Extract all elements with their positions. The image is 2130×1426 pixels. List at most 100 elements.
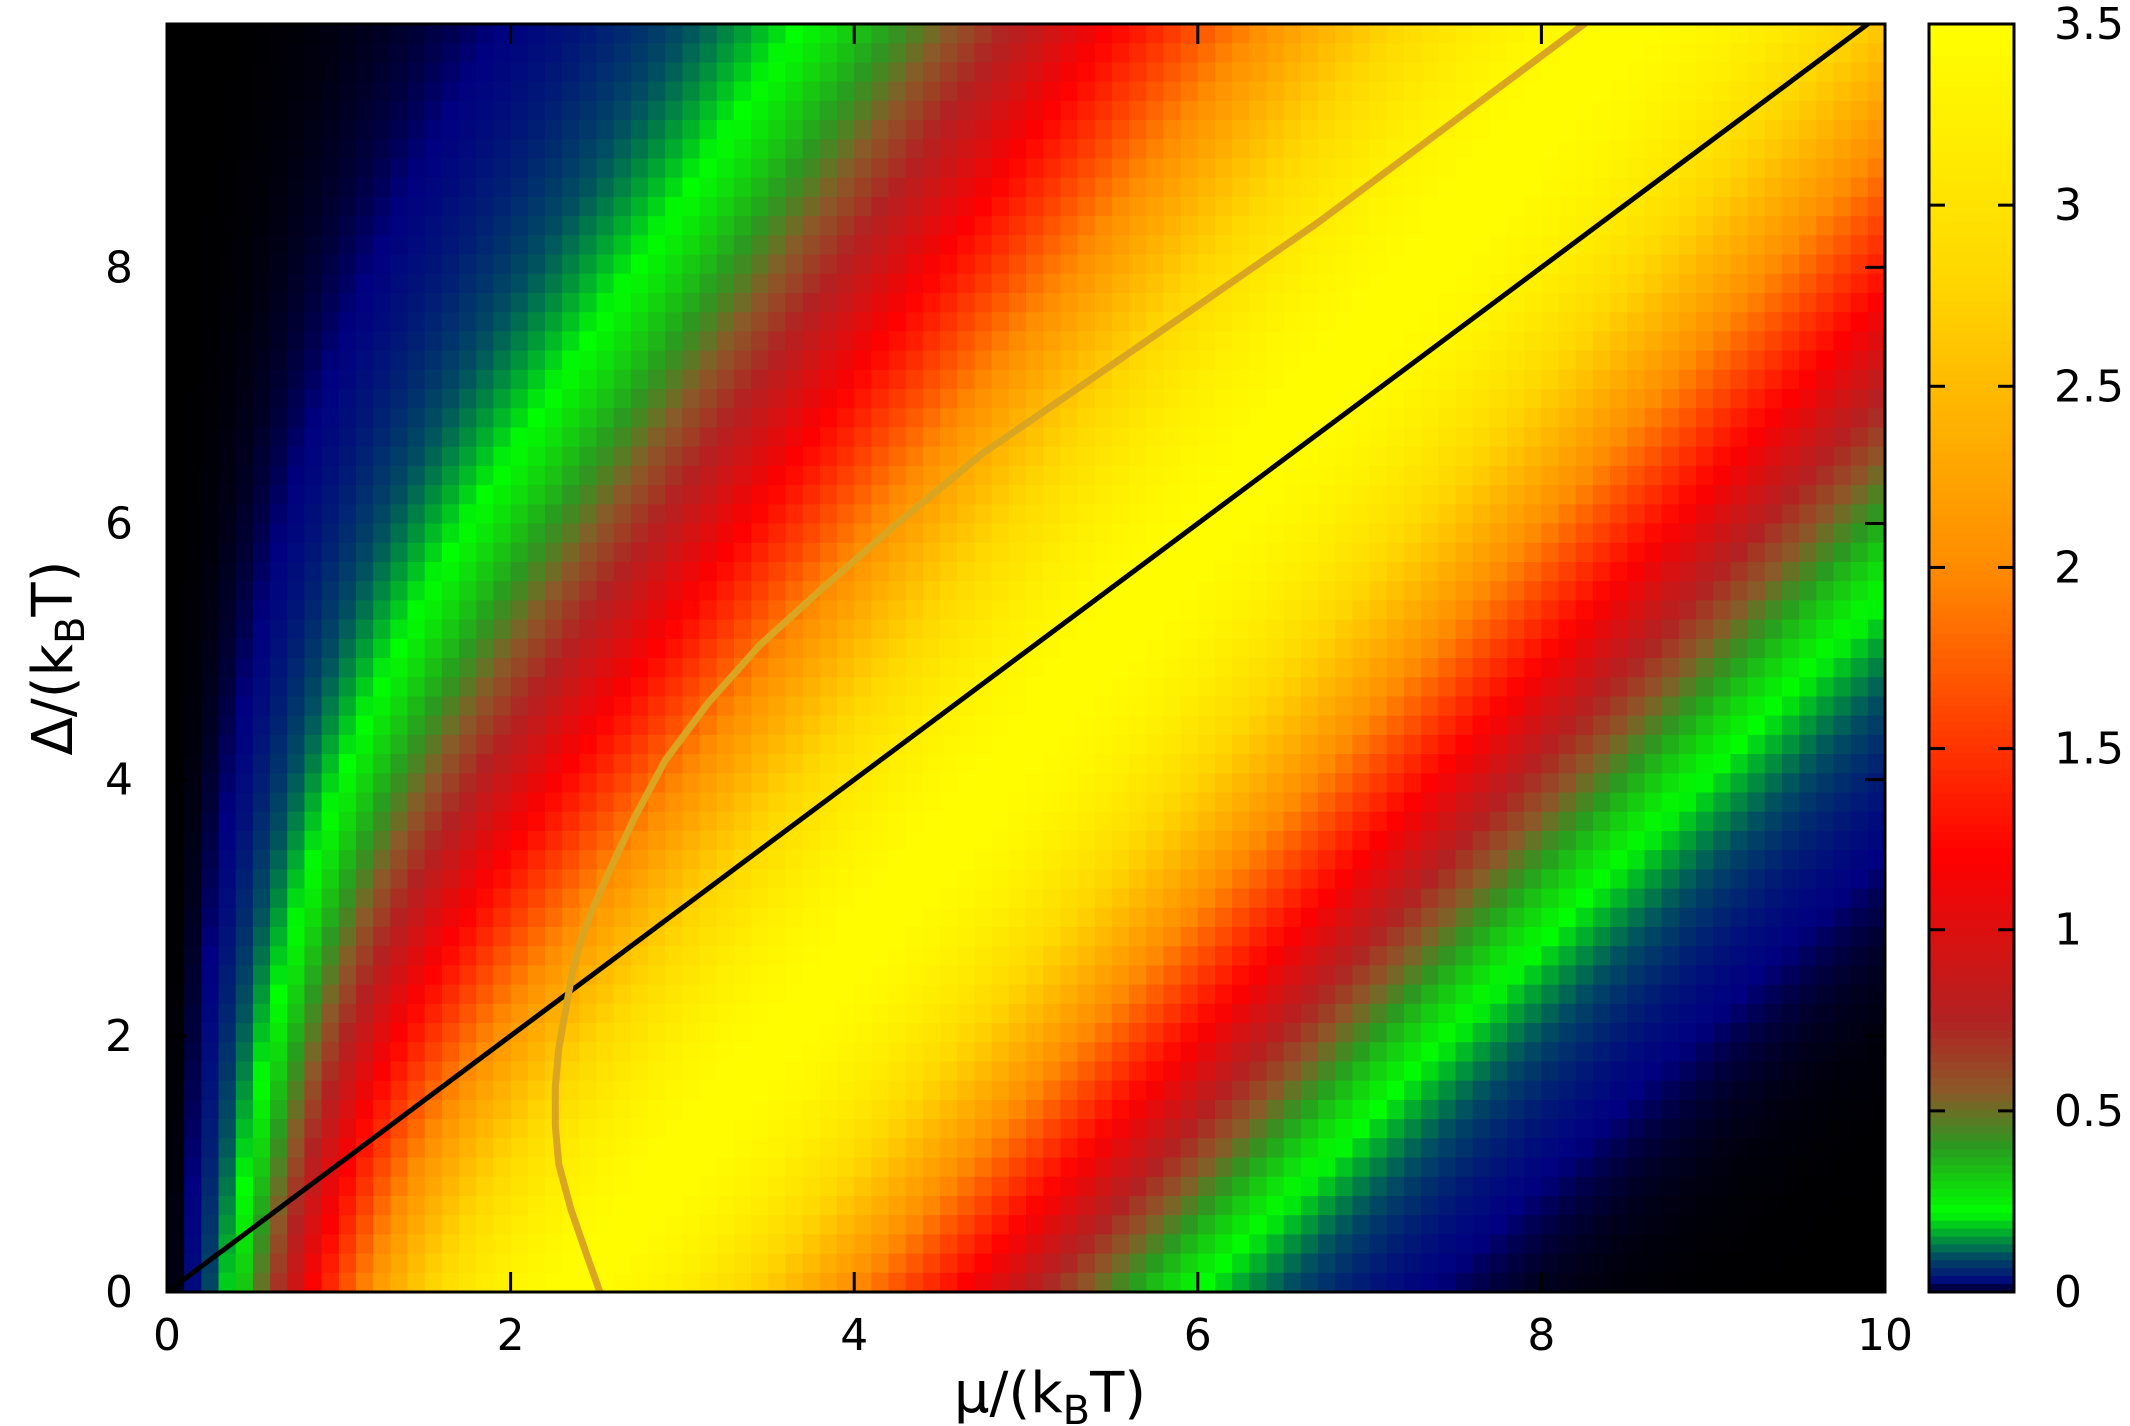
heatmap-cell bbox=[562, 754, 581, 774]
heatmap-cell bbox=[1249, 850, 1268, 871]
heatmap-cell bbox=[493, 658, 512, 678]
heatmap-cell bbox=[544, 120, 563, 140]
heatmap-cell bbox=[1730, 926, 1749, 947]
heatmap-cell bbox=[630, 504, 649, 525]
heatmap-cell bbox=[1867, 408, 1886, 429]
heatmap-cell bbox=[1043, 734, 1062, 755]
heatmap-cell bbox=[768, 869, 787, 890]
heatmap-cell bbox=[1043, 427, 1062, 448]
heatmap-cell bbox=[630, 638, 649, 659]
heatmap-cell bbox=[1867, 81, 1886, 102]
heatmap-cell bbox=[940, 792, 958, 813]
heatmap-cell bbox=[1558, 638, 1577, 659]
heatmap-cell bbox=[1283, 350, 1302, 371]
heatmap-cell bbox=[1747, 926, 1766, 947]
heatmap-cell bbox=[1678, 600, 1697, 621]
heatmap-cell bbox=[373, 600, 392, 621]
heatmap-cell bbox=[613, 715, 632, 736]
heatmap-cell bbox=[802, 523, 821, 544]
heatmap-cell bbox=[1592, 196, 1611, 217]
heatmap-cell bbox=[768, 581, 787, 602]
heatmap-cell bbox=[1232, 43, 1251, 64]
heatmap-cell bbox=[596, 715, 615, 736]
heatmap-cell bbox=[1197, 235, 1216, 256]
heatmap-cell bbox=[1180, 888, 1199, 909]
heatmap-cell bbox=[1232, 331, 1251, 352]
heatmap-cell bbox=[648, 734, 666, 755]
heatmap-cell bbox=[270, 331, 288, 352]
heatmap-cell bbox=[355, 734, 374, 755]
heatmap-cell bbox=[991, 542, 1010, 563]
heatmap-cell bbox=[1335, 504, 1354, 525]
heatmap-cell bbox=[1197, 408, 1216, 429]
heatmap-cell bbox=[1283, 792, 1302, 813]
heatmap-cell bbox=[1816, 850, 1835, 871]
heatmap-cell bbox=[407, 907, 426, 928]
heatmap-cell bbox=[579, 850, 598, 871]
heatmap-cell bbox=[665, 830, 684, 851]
heatmap-cell bbox=[338, 638, 357, 659]
heatmap-cell bbox=[1026, 427, 1044, 448]
heatmap-cell bbox=[355, 946, 374, 967]
heatmap-cell bbox=[1094, 773, 1113, 794]
heatmap-cell bbox=[1833, 811, 1852, 832]
heatmap-cell bbox=[1197, 139, 1216, 160]
heatmap-cell bbox=[252, 216, 271, 237]
heatmap-cell bbox=[235, 177, 254, 198]
heatmap-cell bbox=[1026, 369, 1044, 390]
heatmap-cell bbox=[373, 946, 392, 967]
heatmap-cell bbox=[1489, 850, 1508, 871]
heatmap-cell bbox=[1111, 81, 1130, 102]
heatmap-cell bbox=[922, 24, 941, 44]
heatmap-cell bbox=[1696, 811, 1714, 832]
heatmap-cell bbox=[1163, 792, 1182, 813]
heatmap-cell bbox=[544, 292, 563, 313]
heatmap-cell bbox=[1644, 139, 1663, 160]
heatmap-cell bbox=[682, 638, 701, 659]
heatmap-cell bbox=[613, 658, 632, 678]
heatmap-cell bbox=[733, 561, 752, 582]
heatmap-cell bbox=[1094, 734, 1113, 755]
heatmap-cell bbox=[1026, 850, 1044, 871]
heatmap-cell bbox=[1507, 81, 1525, 102]
heatmap-cell bbox=[1799, 811, 1817, 832]
heatmap-cell bbox=[424, 350, 443, 371]
heatmap-cell bbox=[1335, 792, 1354, 813]
heatmap-cell bbox=[527, 254, 546, 275]
heatmap-cell bbox=[1335, 542, 1354, 563]
heatmap-cell bbox=[1696, 350, 1714, 371]
heatmap-cell bbox=[201, 696, 220, 717]
heatmap-cell bbox=[544, 734, 563, 755]
heatmap-cell bbox=[355, 561, 374, 582]
heatmap-cell bbox=[733, 638, 752, 659]
heatmap-cell bbox=[1283, 120, 1302, 140]
heatmap-cell bbox=[459, 389, 477, 409]
heatmap-cell bbox=[510, 523, 529, 544]
heatmap-cell bbox=[1283, 811, 1302, 832]
heatmap-cell bbox=[1524, 715, 1543, 736]
heatmap-cell bbox=[1644, 100, 1663, 121]
heatmap-cell bbox=[1318, 273, 1336, 294]
heatmap-cell bbox=[905, 542, 924, 563]
heatmap-cell bbox=[1524, 235, 1543, 256]
heatmap-cell bbox=[613, 177, 632, 198]
heatmap-cell bbox=[424, 830, 443, 851]
heatmap-cell bbox=[1077, 965, 1096, 986]
heatmap-cell bbox=[510, 43, 529, 64]
heatmap-cell bbox=[1386, 830, 1405, 851]
heatmap-cell bbox=[493, 177, 512, 198]
heatmap-cell bbox=[459, 830, 477, 851]
heatmap-cell bbox=[819, 43, 838, 64]
heatmap-cell bbox=[751, 158, 769, 179]
heatmap-cell bbox=[1249, 292, 1268, 313]
heatmap-cell bbox=[1060, 696, 1079, 717]
heatmap-cell bbox=[837, 139, 855, 160]
heatmap-cell bbox=[1060, 581, 1079, 602]
heatmap-cell bbox=[922, 754, 941, 774]
heatmap-cell bbox=[940, 504, 958, 525]
heatmap-cell bbox=[1214, 254, 1233, 275]
heatmap-cell bbox=[1352, 715, 1371, 736]
heatmap-cell bbox=[1507, 43, 1525, 64]
heatmap-cell bbox=[991, 24, 1010, 44]
heatmap-cell bbox=[940, 177, 958, 198]
